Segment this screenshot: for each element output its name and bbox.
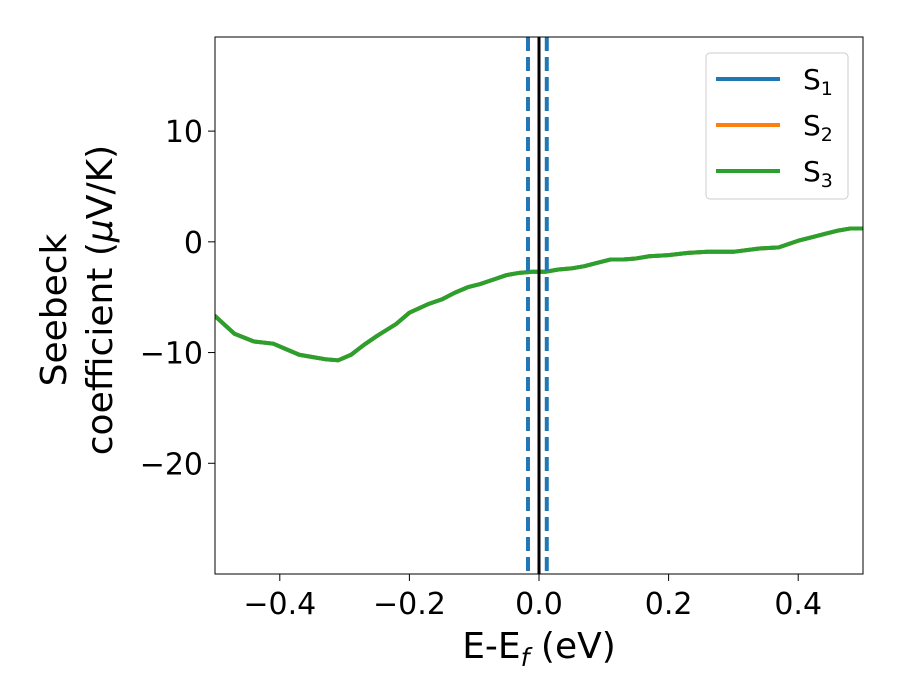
legend: S1 S2 S3 <box>705 52 849 200</box>
x-axis-label-rest: (eV) <box>529 626 615 667</box>
x-axis-label-main: E-E <box>462 626 520 667</box>
y-axis-label-line2: coefficient (μV/K) <box>80 145 121 455</box>
y-axis-label-post: V/K) <box>80 145 121 219</box>
x-tick-label: −0.4 <box>243 587 316 622</box>
y-axis-ticks: −20 −10 0 10 <box>140 115 215 482</box>
x-tick-label: 0.0 <box>515 587 563 622</box>
fermi-vertical-lines <box>525 37 549 574</box>
y-tick-label: 10 <box>165 115 203 150</box>
legend-label-s2: S2 <box>803 109 833 146</box>
x-axis-ticks: −0.4 −0.2 0.0 0.2 0.4 <box>243 574 822 622</box>
y-tick-label: −20 <box>140 447 203 482</box>
y-axis-label-pre: coefficient ( <box>80 242 121 455</box>
y-tick-label: 0 <box>184 226 203 261</box>
x-tick-label: 0.4 <box>774 587 822 622</box>
y-tick-label: −10 <box>140 337 203 372</box>
y-axis-label-mu: μ <box>80 219 121 243</box>
plot-lines <box>215 226 863 363</box>
legend-entries: S1 S2 S3 <box>716 63 833 192</box>
legend-label-s1: S1 <box>803 63 833 100</box>
legend-label-s3: S3 <box>803 155 833 192</box>
x-axis-label: E-Ef (eV) <box>462 626 616 672</box>
y-axis-label-line1: Seebeck <box>34 233 75 386</box>
x-tick-label: −0.2 <box>373 587 446 622</box>
series-line-s3 <box>215 226 863 363</box>
x-tick-label: 0.2 <box>645 587 693 622</box>
